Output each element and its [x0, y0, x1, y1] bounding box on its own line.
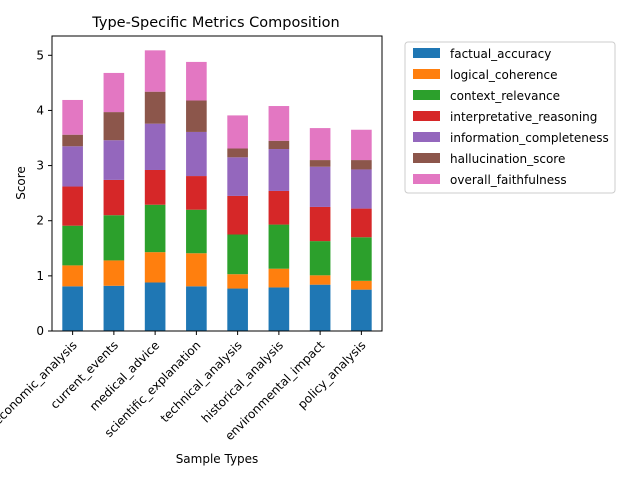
- bar-segment: [227, 234, 248, 275]
- y-tick-label: 2: [36, 214, 44, 228]
- plot-area-frame: [51, 35, 383, 332]
- y-tick-label: 4: [36, 103, 44, 117]
- x-axis: economic_analysiscurrent_eventsmedical_a…: [0, 331, 368, 443]
- bar-segment: [144, 91, 166, 124]
- bar-segment: [62, 134, 83, 147]
- bar-segment: [144, 204, 166, 253]
- bar-segment: [227, 157, 248, 196]
- bars-layer: [62, 50, 372, 331]
- bar-segment: [62, 99, 83, 135]
- y-tick-label: 5: [36, 48, 44, 62]
- y-tick-label: 1: [36, 269, 44, 283]
- bar-segment: [351, 169, 372, 209]
- legend-frame: [404, 41, 616, 194]
- bar-segment: [227, 115, 248, 149]
- bar-segment: [62, 146, 83, 187]
- bar-segment: [144, 282, 166, 331]
- legend-label: hallucination_score: [450, 152, 565, 166]
- bar-segment: [309, 166, 331, 207]
- bar-segment: [186, 61, 207, 101]
- bar-segment: [309, 275, 331, 285]
- bar-segment: [144, 123, 166, 170]
- bar-segment: [144, 252, 166, 283]
- bar-segment: [103, 179, 125, 216]
- bar-segment: [268, 140, 290, 150]
- bar-segment: [309, 206, 331, 242]
- legend-swatch: [413, 174, 440, 184]
- legend-swatch: [413, 111, 440, 121]
- legend-label: interpretative_reasoning: [450, 110, 597, 124]
- legend-swatch: [413, 153, 440, 163]
- bar-segment: [186, 131, 207, 177]
- bar-segment: [268, 190, 290, 225]
- legend-swatch: [413, 132, 440, 142]
- bar-segment: [351, 237, 372, 281]
- bar-segment: [103, 215, 125, 261]
- bar-segment: [62, 225, 83, 266]
- bar-segment: [268, 106, 290, 141]
- bar-segment: [309, 284, 331, 331]
- legend-swatch: [413, 90, 440, 100]
- bar-segment: [62, 186, 83, 226]
- bar-segment: [309, 160, 331, 167]
- bar-segment: [351, 208, 372, 238]
- bar-segment: [351, 280, 372, 290]
- bar-segment: [144, 50, 166, 92]
- legend-label: context_relevance: [450, 89, 560, 103]
- legend-label: factual_accuracy: [450, 47, 551, 61]
- legend: factual_accuracy logical_coherencecontext…: [404, 41, 616, 194]
- bar-segment: [186, 176, 207, 210]
- bar-segment: [268, 224, 290, 269]
- bar-segment: [103, 285, 125, 331]
- chart-title: Type-Specific Metrics Composition: [91, 15, 339, 31]
- legend-label: logical_coherence: [450, 68, 557, 82]
- bar-segment: [103, 112, 125, 141]
- legend-swatch: [413, 48, 440, 58]
- x-axis-label: Sample Types: [176, 452, 259, 466]
- bar-segment: [227, 288, 248, 331]
- bar-segment: [227, 274, 248, 289]
- bar-segment: [103, 260, 125, 286]
- bar-segment: [268, 287, 290, 331]
- bar-segment: [268, 149, 290, 191]
- bar-segment: [103, 140, 125, 180]
- bar-segment: [268, 268, 290, 288]
- bar-segment: [309, 128, 331, 161]
- bar-segment: [186, 286, 207, 331]
- bar-segment: [227, 195, 248, 235]
- bar-segment: [309, 241, 331, 276]
- bar-segment: [227, 148, 248, 158]
- bar-segment: [351, 160, 372, 170]
- bar-segment: [186, 209, 207, 254]
- legend-label: overall_faithfulness: [450, 173, 567, 187]
- legend-swatch: [413, 69, 440, 79]
- bar-segment: [186, 253, 207, 287]
- bar-segment: [62, 265, 83, 287]
- y-axis: 0 1 2 3 4 5: [36, 48, 52, 338]
- bar-segment: [186, 100, 207, 132]
- bar-segment: [62, 286, 83, 331]
- legend-label: information_completeness: [450, 131, 609, 145]
- y-tick-label: 3: [36, 159, 44, 173]
- bar-segment: [351, 289, 372, 331]
- x-tick-label: medical_advice: [87, 338, 162, 413]
- y-axis-label: Score: [14, 166, 28, 200]
- bar-segment: [351, 129, 372, 161]
- bar-segment: [103, 72, 125, 113]
- bar-segment: [144, 169, 166, 205]
- y-tick-label: 0: [36, 324, 44, 338]
